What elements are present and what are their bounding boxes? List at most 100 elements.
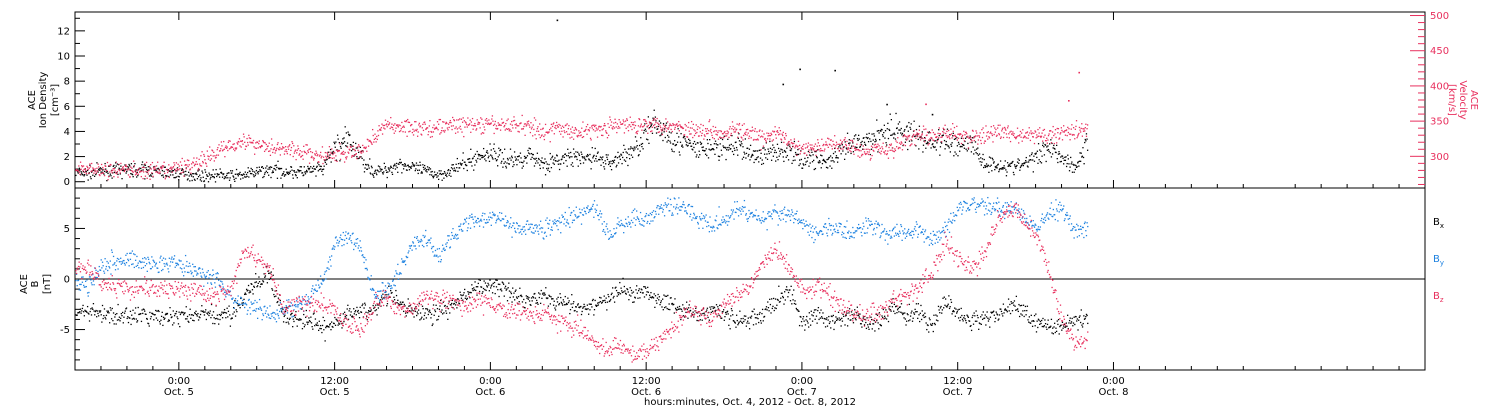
b-bx-point [1001,313,1003,315]
b-bx-point [624,290,626,292]
velocity-point [1079,131,1082,133]
velocity-point [949,137,951,140]
b-bx-point [571,294,573,296]
density-point [637,148,639,150]
b-bx-point [489,279,491,281]
velocity-point [1074,128,1077,130]
density-point [223,173,225,175]
b-bx-point [761,312,763,315]
velocity-point [311,155,313,158]
velocity-point [936,135,938,138]
velocity-point [792,145,794,148]
velocity-point [134,170,136,172]
velocity-point [669,124,672,126]
density-point [1078,160,1081,162]
density-point [714,140,717,142]
density-point [637,155,640,157]
density-point [190,175,193,177]
density-point [815,150,817,153]
velocity-point [941,136,943,138]
b-bx-point [477,282,479,285]
density-point [809,162,811,164]
density-point [583,156,585,158]
density-point [262,167,265,169]
density-point [681,144,683,146]
density-point [169,174,172,176]
velocity-point [98,174,100,176]
velocity-point [117,176,119,178]
velocity-point [1070,128,1072,130]
velocity-point [461,121,464,123]
velocity-point [916,135,919,138]
density-point [766,158,769,160]
b-bx-point [645,294,648,296]
b-bx-point [647,286,649,289]
velocity-point [237,143,239,145]
b-bx-point [838,317,840,319]
b-bx-point [83,311,85,313]
density-point [315,175,317,177]
velocity-point [962,137,964,140]
density-point [802,163,804,165]
density-point [258,166,260,168]
density-point [591,147,593,149]
velocity-point [984,140,987,142]
density-point [243,173,245,176]
density-point [119,168,121,170]
velocity-point [808,151,811,154]
velocity-point [1068,128,1070,130]
b-bx-point [295,310,297,313]
density-point [685,144,687,146]
density-point [363,159,365,161]
density-point [933,146,935,149]
density-point [603,166,605,168]
density-point [492,148,495,150]
velocity-point [420,133,422,135]
density-point [880,130,882,132]
velocity-point [1030,130,1032,132]
velocity-point [350,146,352,148]
density-point [926,141,929,143]
velocity-point [854,149,856,152]
velocity-point [626,118,628,120]
density-point [827,167,829,169]
velocity-point [190,163,193,165]
density-point [211,174,213,176]
velocity-point [692,136,694,139]
density-point [600,157,603,159]
b-bx-point [854,309,856,311]
velocity-point [214,155,216,157]
b-bx-point [929,319,931,321]
velocity-point [1058,137,1061,139]
velocity-point [123,168,125,170]
density-point [1006,171,1008,173]
density-point [999,160,1002,162]
density-point [1073,171,1075,173]
velocity-point [1084,130,1086,132]
density-point [389,167,391,169]
density-point [634,136,637,138]
b-bx-point [506,300,509,302]
b-bx-point [406,307,408,309]
velocity-point [339,143,341,145]
density-point [308,167,311,170]
velocity-point [690,133,692,135]
b-bx-point [692,311,694,313]
velocity-point [874,143,877,146]
b-bx-point [611,292,613,294]
b-bx-point [959,316,962,319]
density-point [213,176,215,179]
velocity-point [973,139,975,142]
b-bx-point [596,304,598,307]
b-bx-point [248,292,250,294]
b-bx-point [261,283,263,285]
velocity-point [303,145,305,148]
b-bx-point [196,315,198,317]
density-point [624,148,626,151]
velocity-point [263,150,266,153]
density-point [1042,142,1044,144]
b-bx-point [503,295,505,297]
b-bx-point [824,326,827,328]
density-point [913,120,915,122]
b-bx-point [939,307,942,309]
